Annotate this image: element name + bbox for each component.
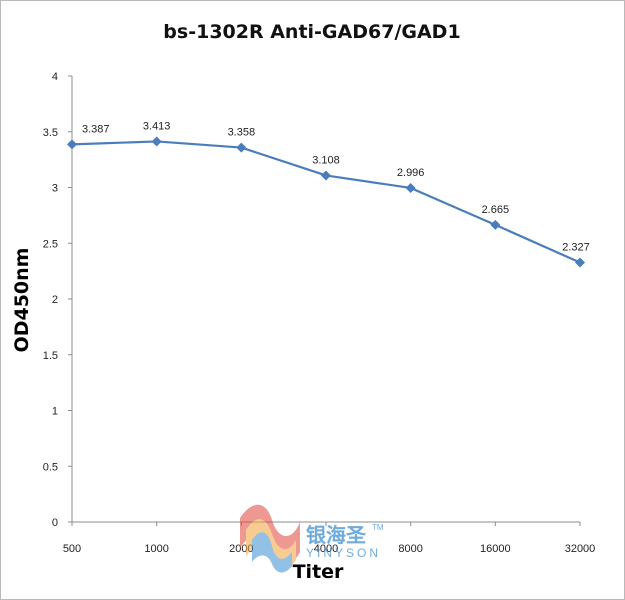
x-tick-label: 4000 <box>314 543 338 555</box>
data-label: 3.108 <box>312 154 340 166</box>
y-tick-label: 3 <box>52 183 58 195</box>
data-point-marker <box>490 219 501 230</box>
data-label: 3.413 <box>143 120 171 132</box>
data-label: 2.996 <box>397 167 425 179</box>
y-tick-label: 1.5 <box>43 350 58 362</box>
data-point-marker <box>405 182 416 193</box>
y-ticks: 0 0.5 1 1.5 2 2.5 3 3.5 4 <box>43 71 72 529</box>
watermark-english: YINYSON <box>306 546 381 560</box>
watermark-chinese: 银海圣 <box>306 523 367 547</box>
data-point-marker <box>236 142 247 153</box>
y-tick-label: 1 <box>52 406 58 418</box>
data-point-marker <box>575 257 585 268</box>
x-ticks: 500 1000 2000 4000 8000 16000 32000 <box>63 522 595 555</box>
y-axis-title: OD450nm <box>11 248 33 353</box>
chart-title: bs-1302R Anti-GAD67/GAD1 <box>163 21 460 43</box>
data-point-marker <box>151 136 162 147</box>
x-axis-title: Titer <box>293 561 344 583</box>
watermark-tm: TM <box>372 523 384 532</box>
y-tick-label: 4 <box>52 71 58 83</box>
y-tick-label: 0 <box>52 517 58 529</box>
data-point-marker <box>67 139 77 150</box>
y-tick-label: 2 <box>52 294 58 306</box>
data-label: 3.358 <box>228 127 256 139</box>
y-tick-label: 0.5 <box>43 461 58 473</box>
data-label: 3.387 <box>82 123 110 135</box>
x-tick-label: 32000 <box>565 543 596 555</box>
x-tick-label: 1000 <box>144 543 168 555</box>
watermark: 银海圣 TM YINYSON <box>240 504 384 573</box>
x-tick-label: 8000 <box>398 543 422 555</box>
y-tick-label: 3.5 <box>43 127 58 139</box>
wave-logo-icon <box>240 504 300 573</box>
data-labels: 3.387 3.413 3.358 3.108 2.996 2.665 2.327 <box>82 120 590 253</box>
series-group <box>67 136 585 268</box>
data-label: 2.665 <box>482 204 510 216</box>
y-tick-label: 2.5 <box>43 238 58 250</box>
data-label: 2.327 <box>562 242 590 254</box>
x-tick-label: 500 <box>63 543 81 555</box>
data-point-marker <box>321 170 331 181</box>
x-tick-label: 16000 <box>480 543 511 555</box>
